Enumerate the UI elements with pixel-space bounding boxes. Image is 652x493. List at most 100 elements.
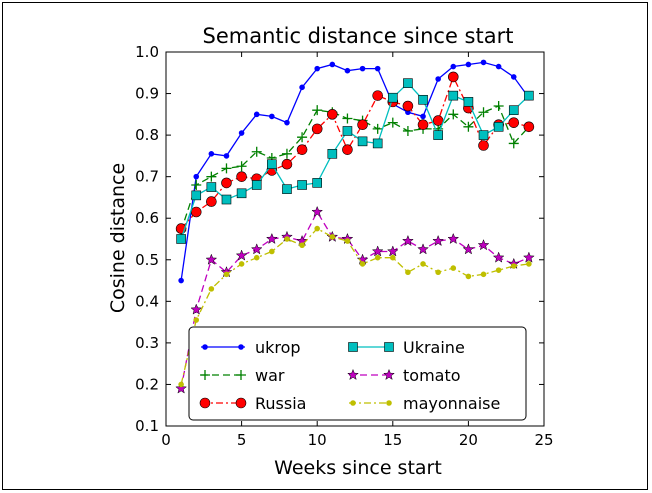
data-point	[417, 243, 429, 255]
data-point	[296, 144, 308, 155]
data-point	[447, 232, 460, 245]
legend-entry-ukrop: ukrop	[201, 338, 301, 357]
data-point	[435, 269, 441, 276]
legend-marker	[348, 342, 358, 352]
legend-marker	[386, 400, 392, 406]
y-tick-label: 1.0	[135, 43, 159, 61]
y-axis-label: Cosine distance	[107, 163, 129, 313]
legend: ukrop war Russia Ukraine tomato mayonnaise	[188, 326, 527, 421]
data-point	[508, 105, 519, 115]
data-point	[359, 65, 366, 72]
data-point	[175, 382, 188, 394]
plot-series	[175, 59, 535, 394]
data-point	[495, 63, 502, 70]
data-point	[522, 251, 535, 263]
data-point	[374, 65, 381, 72]
data-point	[327, 149, 338, 159]
data-point	[269, 248, 275, 255]
data-point	[311, 123, 323, 135]
data-point	[206, 182, 217, 192]
legend-entry-mayonnaise: mayonnaise	[349, 394, 500, 413]
data-point	[478, 140, 489, 151]
data-point	[190, 206, 202, 218]
data-point	[251, 146, 262, 157]
data-point	[492, 251, 505, 263]
data-point	[463, 97, 474, 107]
data-point	[208, 286, 215, 292]
data-point	[329, 234, 336, 240]
data-point	[206, 196, 217, 207]
data-point	[526, 261, 532, 267]
axes: 0 5 10 15 20 25 0.1 0.2 0.3 0.4 0.5 0.6 0.7 0.8 0.9 1.0	[135, 43, 553, 449]
data-point	[450, 63, 457, 70]
data-point	[372, 123, 383, 134]
legend-marker	[347, 368, 359, 381]
legend-label: mayonnaise	[403, 394, 500, 413]
data-point	[191, 190, 202, 201]
legend-marker	[350, 400, 356, 406]
series-line-ukraine	[180, 82, 530, 240]
data-point	[480, 59, 487, 66]
legend-entry-tomato: tomato	[347, 366, 461, 385]
data-point	[344, 67, 351, 74]
data-point	[193, 173, 200, 180]
line-chart: Semantic distance since start Weeks sinc…	[107, 24, 554, 479]
series-war	[176, 101, 534, 236]
series-russia	[175, 71, 535, 234]
y-tick-label: 0.5	[135, 251, 159, 269]
data-point	[342, 144, 353, 155]
y-tick-label: 0.9	[135, 85, 159, 103]
data-point	[297, 180, 307, 190]
data-point	[420, 261, 426, 267]
data-point	[357, 119, 368, 131]
data-point	[432, 234, 445, 247]
data-point	[402, 125, 413, 136]
data-point	[253, 254, 260, 261]
data-point	[178, 381, 184, 388]
data-point	[478, 130, 489, 140]
data-point	[281, 148, 292, 159]
series-line-ukrop	[180, 61, 530, 281]
data-point	[493, 101, 504, 112]
data-point	[281, 158, 293, 170]
data-point	[462, 243, 475, 255]
data-point	[176, 234, 186, 244]
data-point	[190, 303, 203, 315]
data-point	[221, 163, 232, 174]
data-point	[510, 263, 517, 269]
data-point	[223, 271, 230, 278]
y-tick-label: 0.1	[135, 417, 159, 435]
y-tick-label: 0.4	[135, 292, 159, 310]
data-point	[435, 76, 441, 82]
data-point	[418, 94, 428, 105]
data-point	[193, 317, 200, 323]
data-point	[374, 254, 381, 261]
data-point	[359, 261, 366, 267]
x-tick-label: 25	[534, 431, 553, 449]
data-point	[342, 113, 353, 124]
data-point	[265, 232, 278, 245]
data-point	[403, 78, 413, 88]
legend-marker	[200, 370, 210, 380]
legend-marker	[199, 397, 211, 409]
x-tick-label: 15	[383, 431, 402, 449]
data-point	[478, 107, 489, 118]
data-point	[495, 267, 502, 273]
data-point	[282, 184, 292, 194]
legend-marker	[384, 342, 394, 352]
data-point	[236, 171, 247, 182]
data-point	[390, 254, 396, 261]
x-tick-label: 10	[308, 431, 327, 449]
data-point	[267, 159, 277, 169]
legend-label: Ukraine	[403, 338, 465, 357]
data-point	[493, 122, 504, 132]
data-point	[448, 109, 459, 120]
data-point	[344, 238, 351, 244]
data-point	[236, 188, 247, 199]
data-point	[524, 90, 534, 101]
data-point	[253, 111, 260, 118]
data-point	[284, 119, 290, 126]
data-point	[372, 90, 383, 101]
y-tick-label: 0.2	[135, 375, 159, 393]
data-point	[205, 253, 218, 265]
